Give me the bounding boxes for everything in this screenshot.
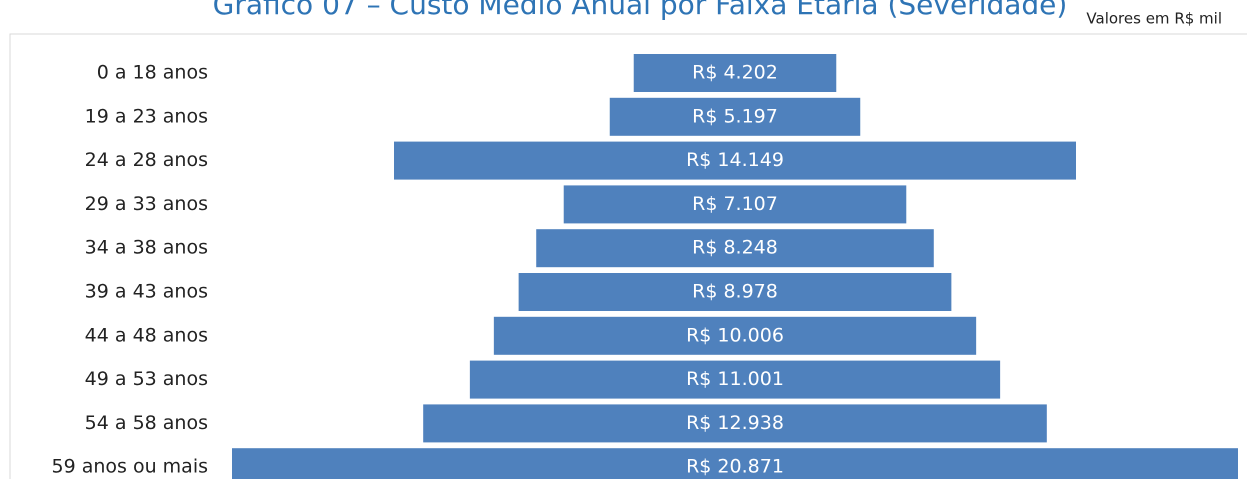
category-label: 19 a 23 anos	[85, 105, 208, 127]
bar	[609, 97, 861, 136]
data-label: R$ 20.871	[686, 456, 784, 478]
data-label: R$ 4.202	[692, 62, 778, 84]
bar	[394, 141, 1076, 180]
chart-frame	[9, 33, 1247, 479]
bar	[232, 448, 1238, 479]
data-label: R$ 14.149	[686, 149, 784, 171]
category-label: 24 a 28 anos	[85, 149, 208, 171]
bar	[518, 273, 952, 311]
category-label: 39 a 43 anos	[85, 281, 208, 303]
bar	[493, 316, 977, 355]
data-label: R$ 11.001	[686, 368, 784, 390]
bar	[423, 404, 1047, 443]
category-label: 59 anos ou mais	[52, 456, 209, 478]
data-label: R$ 10.006	[686, 324, 784, 346]
data-label: R$ 5.197	[692, 105, 778, 127]
category-label: 49 a 53 anos	[85, 368, 208, 390]
category-label: 34 a 38 anos	[85, 237, 208, 259]
bar	[563, 185, 907, 224]
category-label: 0 a 18 anos	[97, 62, 208, 84]
data-label: R$ 8.248	[692, 237, 778, 259]
chart-title: Gráfico 07 – Custo Médio Anual por Faixa…	[213, 0, 1068, 21]
category-label: 44 a 48 anos	[85, 324, 208, 346]
category-label: 54 a 58 anos	[85, 412, 208, 434]
data-label: R$ 7.107	[692, 193, 778, 215]
bar	[536, 229, 934, 268]
data-label: R$ 8.978	[692, 281, 778, 303]
data-label: R$ 12.938	[686, 412, 784, 434]
chart-subtitle: Valores em R$ mil	[1086, 10, 1222, 28]
bar	[633, 54, 837, 92]
category-label: 29 a 33 anos	[85, 193, 208, 215]
bar	[469, 360, 1001, 399]
